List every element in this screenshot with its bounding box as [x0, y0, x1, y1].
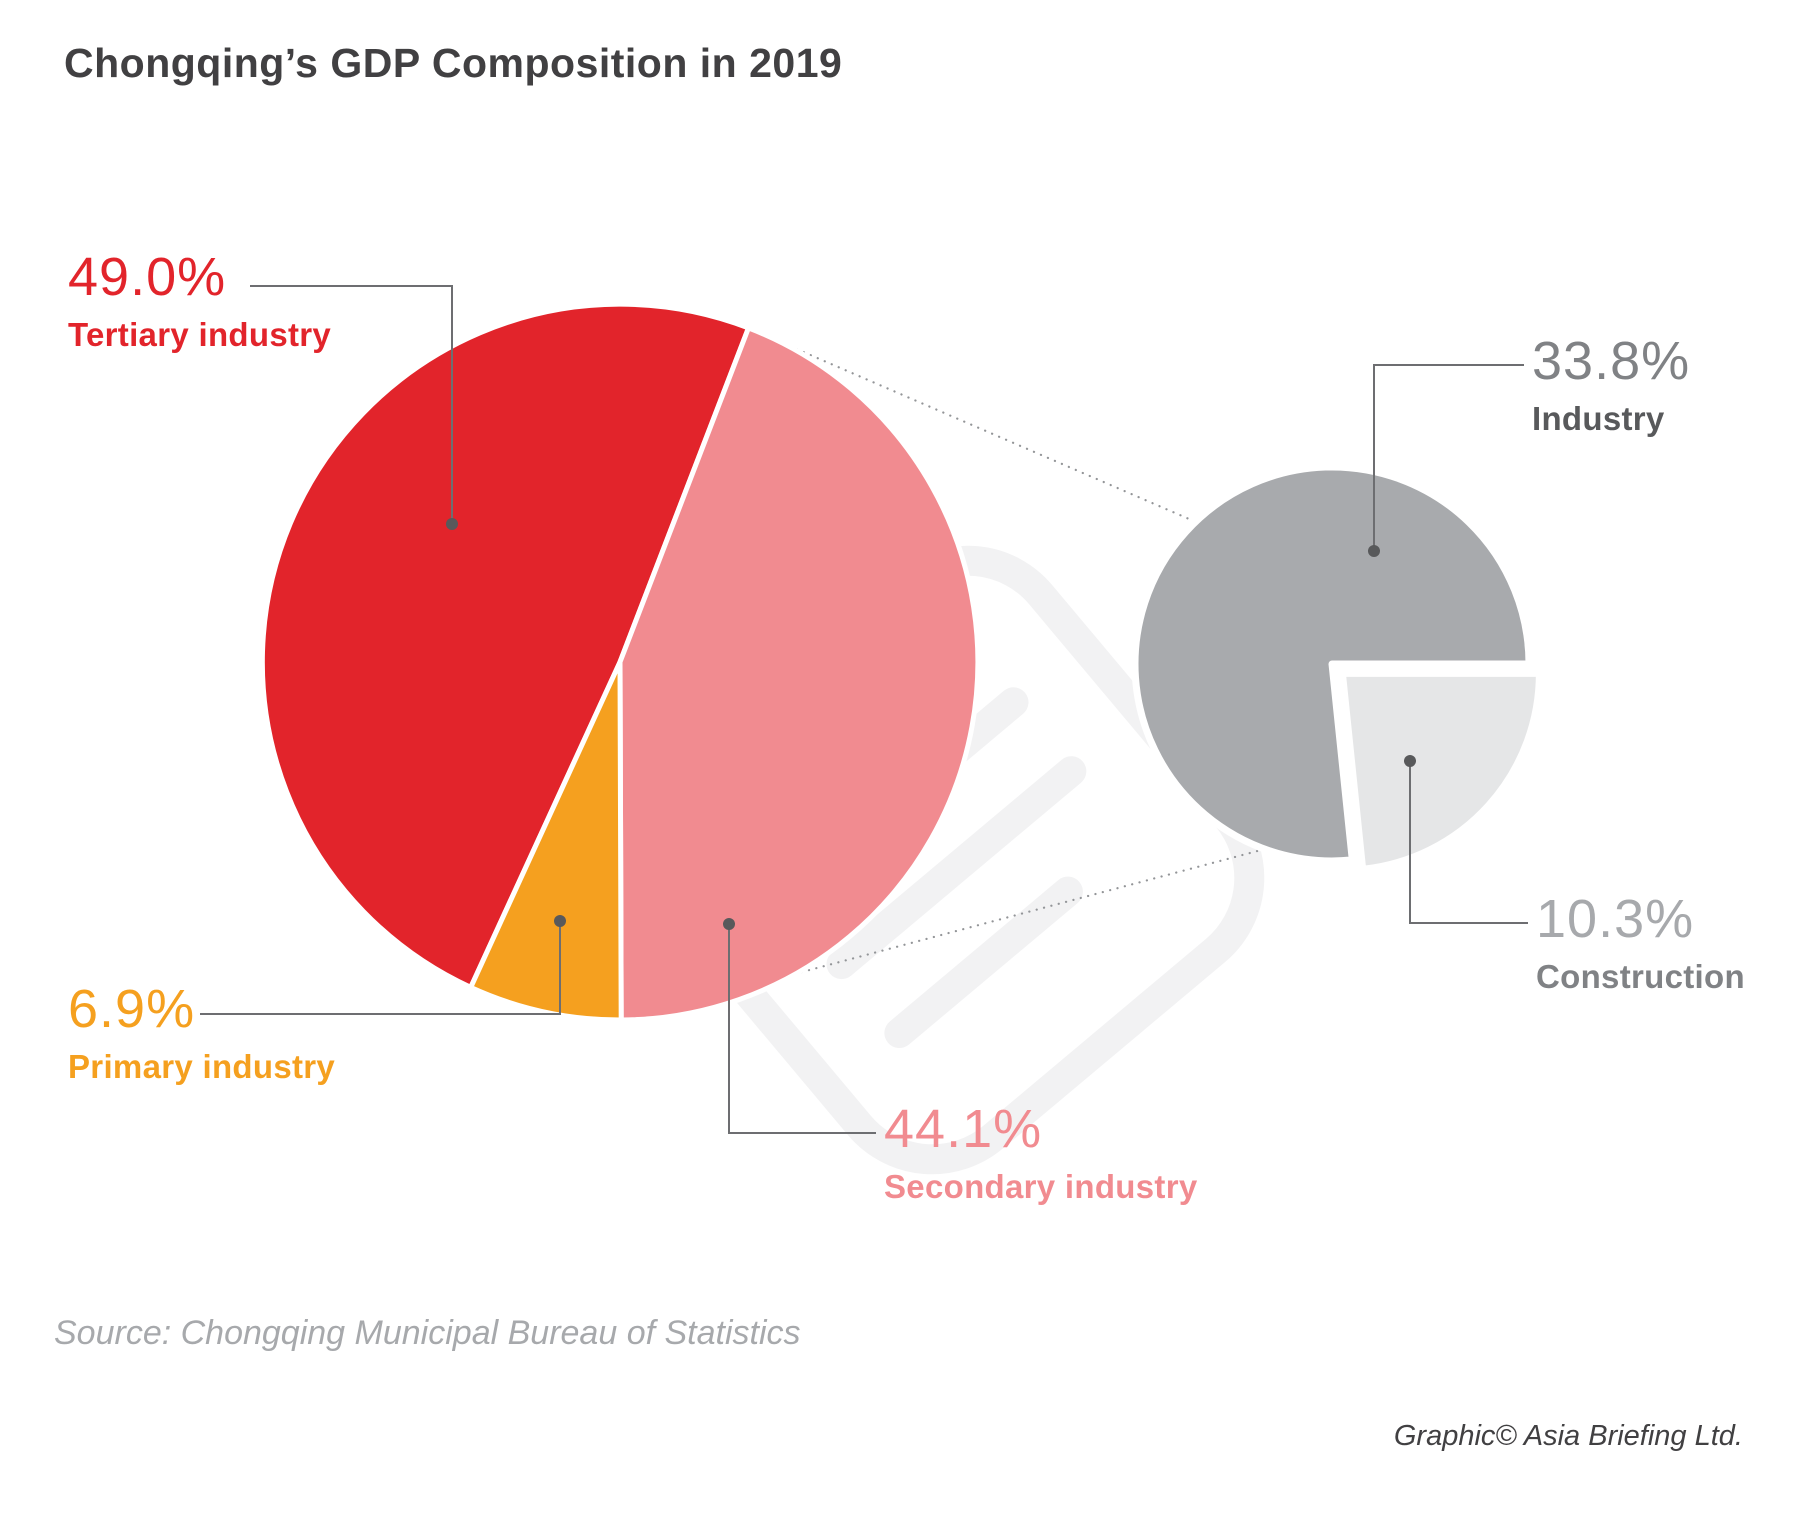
construction-label-group: 10.3% Construction: [1536, 889, 1745, 996]
tertiary-percent: 49.0%: [68, 247, 227, 307]
pie-slice-industry: [1131, 463, 1533, 865]
secondary-leader-line: [728, 924, 876, 1134]
construction-leader-line: [1409, 761, 1528, 924]
secondary-label-group: 44.1% Secondary industry: [884, 1099, 1198, 1206]
primary-leader-line: [200, 921, 561, 1015]
industry-label-group: 33.8% Industry: [1532, 331, 1691, 438]
zoom-connector-top: [746, 326, 1198, 524]
zoom-connector-lines: [638, 326, 1267, 1017]
leader-lines: [200, 285, 1528, 1134]
breakdown-pie-secondary-industry: [1131, 463, 1543, 873]
secondary-percent: 44.1%: [884, 1099, 1043, 1159]
tertiary-leader-line: [250, 285, 453, 524]
pie-slice-construction: [1338, 669, 1543, 873]
industry-leader-dot: [1368, 545, 1380, 557]
secondary-name: Secondary industry: [884, 1168, 1198, 1206]
pie-slice-primary-industry: [468, 659, 624, 1023]
main-pie-gdp-composition: [259, 301, 981, 1023]
primary-leader-dot: [554, 915, 566, 927]
primary-label-group: 6.9% Primary industry: [68, 979, 336, 1086]
pie-slice-secondary-industry: [617, 325, 981, 1023]
page-title: Chongqing’s GDP Composition in 2019: [64, 40, 843, 86]
tertiary-label-group: 49.0% Tertiary industry: [68, 247, 332, 354]
primary-percent: 6.9%: [68, 979, 196, 1039]
zoom-connector-bottom: [638, 847, 1267, 1017]
tertiary-name: Tertiary industry: [68, 316, 332, 354]
primary-name: Primary industry: [68, 1048, 336, 1086]
source-note: Source: Chongqing Municipal Bureau of St…: [54, 1314, 801, 1352]
tertiary-leader-dot: [446, 518, 458, 530]
construction-percent: 10.3%: [1536, 889, 1695, 949]
leader-dots: [446, 518, 1416, 930]
construction-name: Construction: [1536, 958, 1745, 996]
construction-leader-dot: [1404, 755, 1416, 767]
industry-name: Industry: [1532, 400, 1665, 438]
graphic-credit: Graphic© Asia Briefing Ltd.: [1393, 1420, 1743, 1452]
secondary-leader-dot: [723, 918, 735, 930]
industry-leader-line: [1373, 364, 1524, 551]
pie-slice-tertiary-industry: [259, 301, 751, 990]
industry-percent: 33.8%: [1532, 331, 1691, 391]
